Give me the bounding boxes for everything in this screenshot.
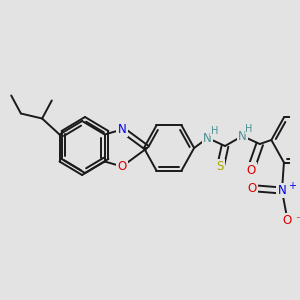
Text: ⁻: ⁻ [295, 214, 300, 227]
Text: N: N [203, 131, 212, 145]
Text: O: O [247, 164, 256, 176]
Text: O: O [117, 160, 127, 173]
Text: S: S [217, 160, 224, 173]
Text: H: H [211, 126, 218, 136]
Text: O: O [248, 182, 257, 195]
Text: N: N [118, 123, 126, 136]
Text: H: H [245, 124, 253, 134]
Text: O: O [282, 214, 291, 227]
Text: N: N [278, 184, 286, 197]
Text: N: N [238, 130, 247, 142]
Text: +: + [288, 181, 296, 190]
